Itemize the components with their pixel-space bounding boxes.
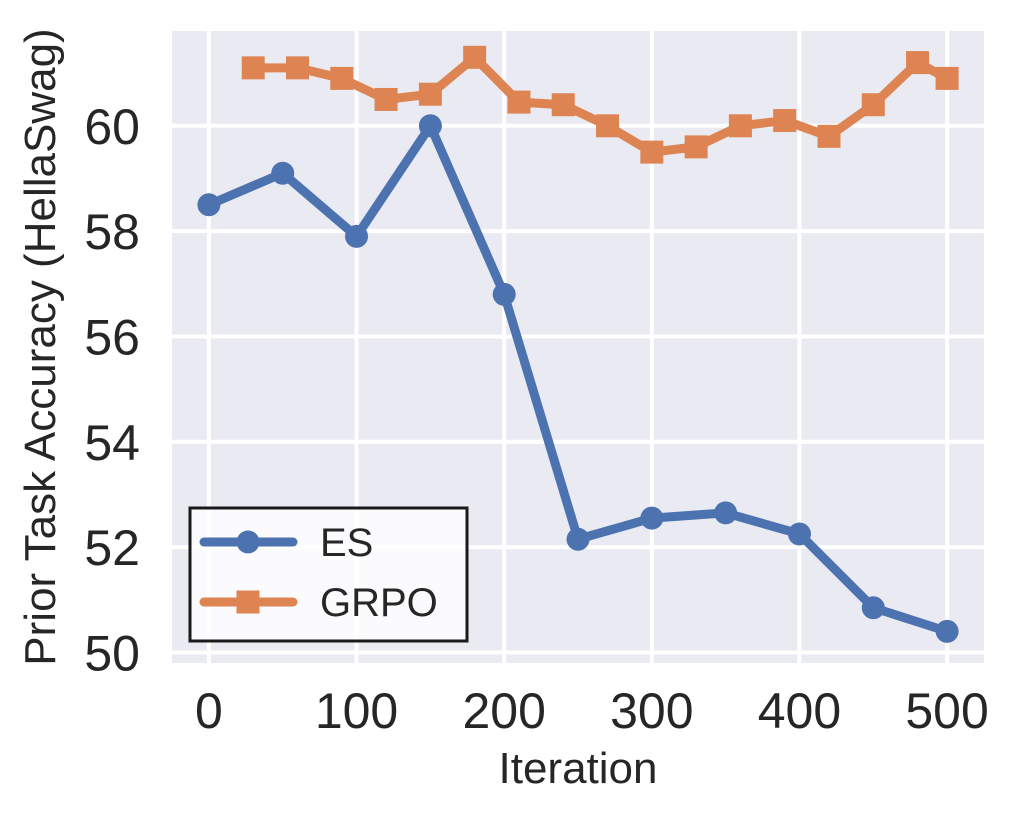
es-marker	[861, 596, 885, 620]
legend-label-grpo: GRPO	[320, 581, 438, 625]
series-es	[197, 114, 959, 643]
y-tick-label: 52	[84, 520, 140, 576]
grpo-marker	[418, 82, 442, 106]
grpo-marker	[330, 66, 354, 90]
grpo-marker	[640, 140, 664, 164]
y-tick-label: 54	[84, 415, 140, 471]
es-marker	[566, 527, 590, 551]
legend-box	[188, 506, 469, 643]
es-marker	[197, 193, 221, 217]
grpo-marker	[551, 93, 575, 117]
x-tick-label: 400	[758, 683, 841, 739]
grpo-marker	[935, 66, 959, 90]
y-tick-label: 56	[84, 309, 140, 365]
legend-entry-es: ES	[199, 521, 373, 565]
series-grpo	[241, 45, 959, 164]
legend-marker-circle	[236, 530, 260, 554]
x-axis-label: Iteration	[499, 744, 658, 793]
grpo-marker	[463, 45, 487, 69]
es-marker	[714, 501, 738, 525]
legend: ES GRPO	[188, 506, 469, 643]
grpo-marker	[684, 135, 708, 159]
legend-label-es: ES	[320, 521, 373, 565]
grpo-marker	[507, 90, 531, 114]
grpo-marker	[861, 93, 885, 117]
es-marker	[935, 619, 959, 643]
x-tick-label: 0	[195, 683, 223, 739]
grpo-marker	[773, 109, 797, 133]
es-marker	[640, 506, 664, 530]
grpo-marker	[374, 87, 398, 111]
es-marker	[492, 282, 516, 306]
grpo-marker	[285, 56, 309, 80]
x-tick-label: 300	[610, 683, 693, 739]
legend-marker-square	[236, 590, 260, 614]
tick-layer: 0 100 200 300 400 500 50 52 54 56 58 60	[84, 99, 988, 739]
y-tick-label: 58	[84, 204, 140, 260]
grpo-marker	[241, 56, 265, 80]
y-tick-label: 60	[84, 99, 140, 155]
grpo-marker	[596, 114, 620, 138]
legend-entry-grpo: GRPO	[199, 581, 438, 625]
y-axis-label: Prior Task Accuracy (HellaSwag)	[16, 28, 65, 665]
es-marker	[787, 522, 811, 546]
grpo-marker	[728, 114, 752, 138]
grpo-marker	[906, 51, 930, 75]
es-marker	[345, 224, 369, 248]
x-tick-label: 100	[315, 683, 398, 739]
x-tick-label: 500	[905, 683, 988, 739]
es-marker	[271, 161, 295, 185]
grpo-marker	[817, 124, 841, 148]
x-tick-label: 200	[462, 683, 545, 739]
y-tick-label: 50	[84, 625, 140, 681]
es-marker	[418, 114, 442, 138]
